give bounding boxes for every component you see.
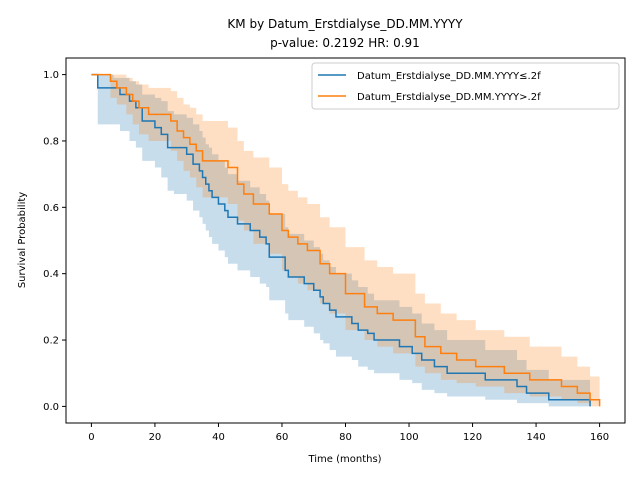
y-tick-label: 0.6 bbox=[43, 203, 59, 214]
confidence-band-series-2 bbox=[91, 74, 600, 407]
y-axis-label: Survival Probability bbox=[17, 192, 28, 288]
confidence-band-series-1 bbox=[91, 74, 591, 407]
legend: Datum_Erstdialyse_DD.MM.YYYY≤.2f Datum_E… bbox=[311, 62, 620, 110]
x-tick-label: 160 bbox=[590, 432, 609, 443]
chart-subtitle: p-value: 0.2192 HR: 0.91 bbox=[270, 36, 420, 50]
y-tick-label: 1.0 bbox=[43, 70, 59, 81]
survival-curve-series-1 bbox=[91, 73, 591, 407]
x-tick-label: 20 bbox=[149, 432, 162, 443]
legend-label-series-2: Datum_Erstdialyse_DD.MM.YYYY>.2f bbox=[357, 92, 541, 103]
y-tick-label: 0.8 bbox=[43, 136, 59, 147]
x-tick-label: 140 bbox=[527, 432, 546, 443]
x-tick-label: 120 bbox=[463, 432, 482, 443]
y-axis-ticks: 0.0 0.2 0.4 0.6 0.8 1.0 bbox=[43, 70, 66, 413]
survival-curve-series-2 bbox=[91, 73, 601, 407]
x-tick-label: 100 bbox=[399, 432, 418, 443]
survival-curves bbox=[91, 73, 601, 407]
confidence-bands bbox=[91, 74, 600, 407]
y-tick-label: 0.0 bbox=[43, 402, 59, 413]
x-tick-label: 60 bbox=[276, 432, 289, 443]
x-axis-ticks: 0 20 40 60 80 100 120 140 160 bbox=[88, 423, 609, 443]
x-axis-label: Time (months) bbox=[307, 454, 381, 465]
x-tick-label: 0 bbox=[88, 432, 94, 443]
y-tick-label: 0.4 bbox=[43, 269, 59, 280]
legend-box bbox=[311, 62, 620, 110]
x-tick-label: 80 bbox=[339, 432, 352, 443]
y-tick-label: 0.2 bbox=[43, 336, 59, 347]
legend-label-series-1: Datum_Erstdialyse_DD.MM.YYYY≤.2f bbox=[357, 71, 541, 82]
chart-title: KM by Datum_Erstdialyse_DD.MM.YYYY bbox=[227, 17, 463, 31]
x-tick-label: 40 bbox=[212, 432, 225, 443]
